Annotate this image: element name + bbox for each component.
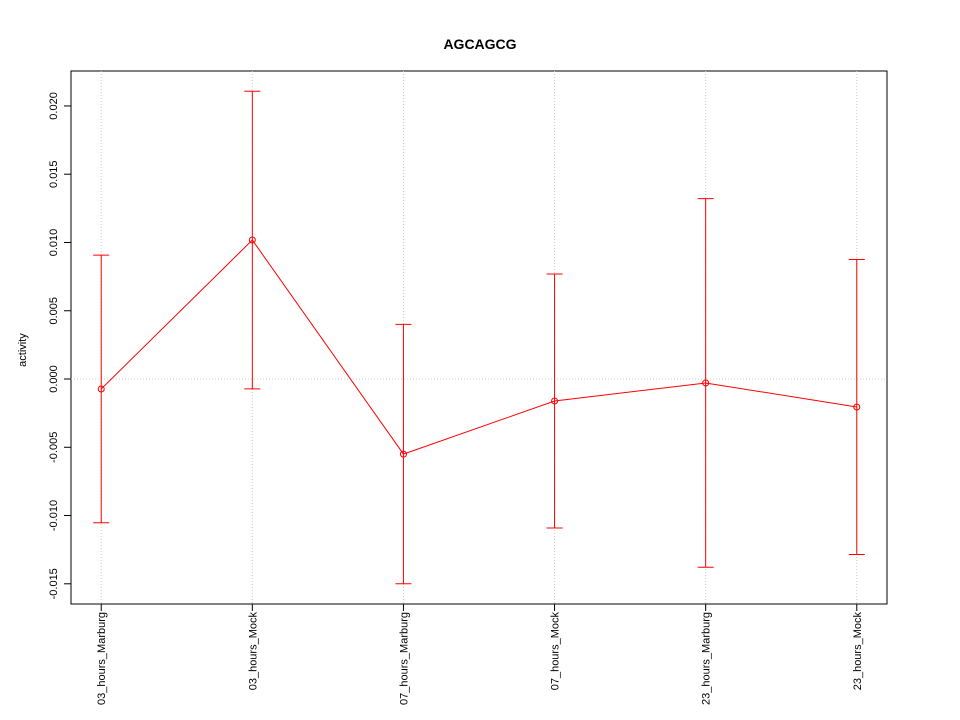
line <box>100 239 857 455</box>
plot-frame <box>70 70 888 605</box>
x-tick-label: 07_hours_Marburg <box>398 612 410 705</box>
y-tick-label: 0.015 <box>48 160 60 188</box>
point <box>248 236 256 244</box>
point <box>702 379 710 387</box>
x-tick-label: 03_hours_Mock <box>247 612 259 691</box>
y-tick-label: 0.000 <box>48 365 60 393</box>
point <box>97 385 105 393</box>
x-tick-label: 23_hours_Marburg <box>701 612 713 705</box>
y-tick-label: -0.005 <box>48 432 60 463</box>
y-tick-label: 0.020 <box>48 92 60 120</box>
x-tick-label: 07_hours_Mock <box>550 612 562 691</box>
y-tick-label: -0.010 <box>48 500 60 531</box>
y-tick-label: -0.015 <box>48 568 60 599</box>
x-tick-label: 23_hours_Mock <box>852 612 864 691</box>
x-tick-label: 03_hours_Marburg <box>96 612 108 705</box>
chart-title: AGCAGCG <box>443 36 516 52</box>
y-tick-label: 0.005 <box>48 297 60 325</box>
y-axis-label: activity <box>17 333 29 367</box>
point <box>853 403 861 411</box>
y-tick-label: 0.010 <box>48 229 60 257</box>
point <box>551 397 559 405</box>
point <box>399 450 407 458</box>
